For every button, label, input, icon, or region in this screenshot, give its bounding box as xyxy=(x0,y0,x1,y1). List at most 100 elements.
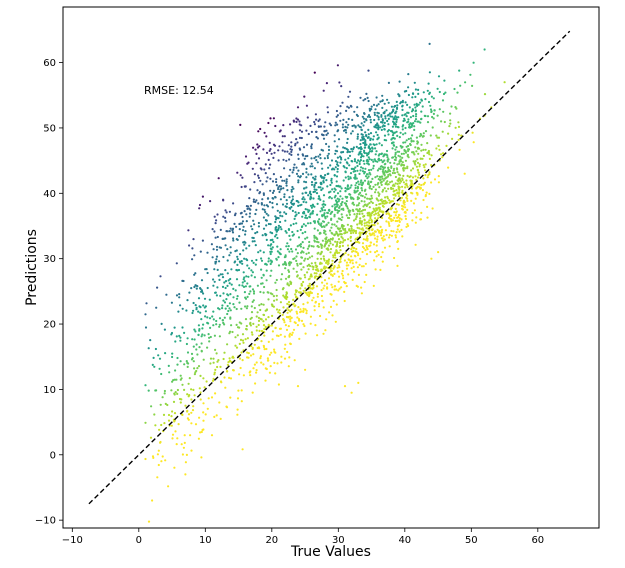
scatter-point xyxy=(423,181,426,184)
scatter-point xyxy=(261,183,264,186)
scatter-point xyxy=(271,246,274,249)
scatter-point xyxy=(391,125,394,128)
scatter-point xyxy=(347,253,350,256)
scatter-point xyxy=(388,173,391,176)
scatter-point xyxy=(323,267,327,270)
scatter-point xyxy=(280,355,283,358)
scatter-point xyxy=(368,197,371,200)
scatter-point xyxy=(320,289,323,292)
scatter-point xyxy=(472,61,475,64)
scatter-point xyxy=(412,140,415,143)
scatter-point xyxy=(378,142,381,145)
scatter-point xyxy=(195,343,198,346)
scatter-point xyxy=(318,302,321,306)
scatter-point xyxy=(337,138,341,141)
scatter-point xyxy=(396,163,399,166)
scatter-point xyxy=(362,99,365,102)
scatter-point xyxy=(237,268,241,272)
x-tick-label: 20 xyxy=(265,535,278,546)
scatter-point xyxy=(286,150,289,153)
scatter-point xyxy=(379,234,383,237)
scatter-point xyxy=(309,290,312,293)
scatter-point xyxy=(339,112,342,115)
scatter-point xyxy=(369,138,372,142)
scatter-point xyxy=(215,294,218,297)
scatter-point xyxy=(279,220,282,224)
scatter-point xyxy=(255,361,258,364)
scatter-point xyxy=(200,342,203,345)
scatter-point xyxy=(403,117,406,120)
scatter-point xyxy=(404,186,407,189)
scatter-point xyxy=(283,321,286,324)
scatter-point xyxy=(255,369,258,372)
scatter-point xyxy=(217,307,220,310)
scatter-point xyxy=(364,167,367,170)
scatter-point xyxy=(260,329,264,333)
scatter-point xyxy=(290,145,293,148)
scatter-point xyxy=(269,250,272,253)
scatter-point xyxy=(209,326,212,329)
scatter-point xyxy=(181,453,184,456)
scatter-point xyxy=(379,126,382,129)
scatter-point xyxy=(305,252,308,255)
scatter-point xyxy=(278,145,281,148)
scatter-point xyxy=(222,299,225,302)
scatter-point xyxy=(401,185,404,188)
scatter-point xyxy=(341,197,344,200)
scatter-point xyxy=(164,352,167,355)
x-tick-label: 30 xyxy=(332,535,345,546)
scatter-point xyxy=(271,191,275,194)
scatter-point xyxy=(330,159,334,162)
scatter-point xyxy=(267,340,270,343)
scatter-point xyxy=(275,298,278,301)
scatter-point xyxy=(239,253,242,256)
scatter-point xyxy=(202,377,205,380)
scatter-point xyxy=(370,194,373,197)
scatter-point xyxy=(206,346,209,349)
scatter-point xyxy=(336,227,339,230)
scatter-point xyxy=(321,203,324,206)
scatter-point xyxy=(367,114,371,117)
scatter-point xyxy=(204,413,207,416)
scatter-point xyxy=(262,291,265,294)
scatter-point xyxy=(277,149,280,152)
scatter-point xyxy=(396,228,399,231)
scatter-point xyxy=(241,215,244,219)
scatter-point xyxy=(319,125,322,128)
scatter-point xyxy=(306,236,309,239)
scatter-point xyxy=(457,133,460,136)
scatter-point xyxy=(305,292,308,295)
scatter-point xyxy=(375,197,378,200)
scatter-point xyxy=(447,166,450,169)
scatter-point xyxy=(413,103,416,106)
scatter-point xyxy=(387,129,390,132)
scatter-point xyxy=(333,196,336,199)
scatter-point xyxy=(287,269,290,272)
scatter-point xyxy=(441,99,445,102)
scatter-point xyxy=(369,250,372,253)
scatter-point xyxy=(377,253,380,256)
scatter-point xyxy=(387,183,390,186)
scatter-point xyxy=(317,269,320,272)
scatter-point xyxy=(243,257,246,260)
scatter-point xyxy=(389,181,392,184)
scatter-point xyxy=(304,155,307,158)
scatter-point xyxy=(357,183,361,186)
scatter-point xyxy=(309,124,312,127)
scatter-point xyxy=(235,307,238,311)
scatter-point xyxy=(275,178,278,181)
scatter-point xyxy=(304,287,307,290)
scatter-point xyxy=(414,88,417,91)
scatter-point xyxy=(266,205,270,208)
scatter-point xyxy=(339,229,343,233)
scatter-point xyxy=(339,241,342,244)
scatter-point xyxy=(436,87,439,90)
scatter-point xyxy=(204,268,207,271)
scatter-point xyxy=(385,233,388,237)
scatter-point xyxy=(395,146,398,149)
scatter-point xyxy=(325,133,328,136)
scatter-point xyxy=(313,71,316,74)
scatter-point xyxy=(372,160,375,163)
scatter-point xyxy=(380,114,383,117)
scatter-point xyxy=(288,158,291,161)
